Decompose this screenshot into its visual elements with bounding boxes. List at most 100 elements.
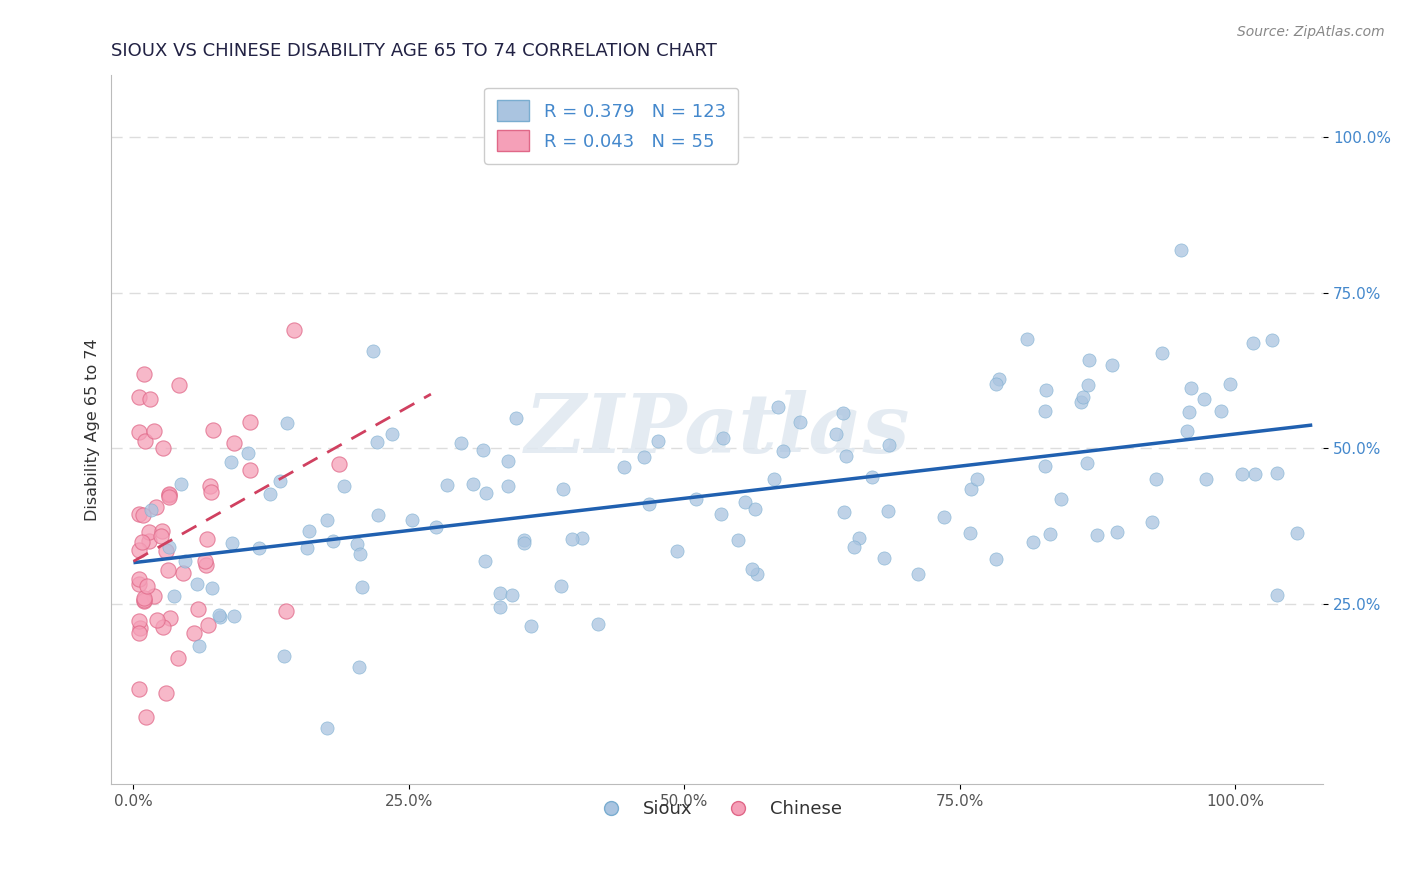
Point <box>1039 527 1062 541</box>
Point <box>1285 525 1308 540</box>
Point <box>276 416 298 430</box>
Point <box>401 513 423 527</box>
Point <box>145 500 167 514</box>
Point <box>157 487 180 501</box>
Point <box>146 614 169 628</box>
Point <box>131 535 153 549</box>
Point <box>183 626 205 640</box>
Point <box>711 431 734 445</box>
Point <box>550 578 572 592</box>
Point <box>239 415 262 429</box>
Point <box>157 488 180 502</box>
Point <box>1070 394 1092 409</box>
Point <box>138 533 160 548</box>
Point <box>474 486 496 500</box>
Point <box>436 477 458 491</box>
Point <box>128 577 150 591</box>
Point <box>986 376 1008 391</box>
Point <box>1105 524 1128 539</box>
Point <box>832 505 855 519</box>
Point <box>489 586 512 600</box>
Point <box>187 601 209 615</box>
Point <box>741 561 763 575</box>
Point <box>789 415 811 429</box>
Point <box>247 541 270 555</box>
Point <box>347 660 370 674</box>
Point <box>877 438 900 452</box>
Point <box>134 593 156 607</box>
Point <box>332 479 354 493</box>
Point <box>259 487 281 501</box>
Point <box>143 425 166 439</box>
Point <box>283 323 305 337</box>
Point <box>367 508 389 522</box>
Point <box>159 611 181 625</box>
Point <box>157 540 180 554</box>
Point <box>221 536 243 550</box>
Point <box>1071 390 1094 404</box>
Point <box>156 563 179 577</box>
Point <box>128 543 150 558</box>
Point <box>873 550 896 565</box>
Point <box>128 572 150 586</box>
Point <box>710 507 733 521</box>
Point <box>135 710 157 724</box>
Point <box>129 621 152 635</box>
Point <box>201 423 224 437</box>
Point <box>239 463 262 477</box>
Point <box>139 392 162 406</box>
Point <box>298 524 321 538</box>
Point <box>224 436 246 450</box>
Point <box>134 434 156 449</box>
Point <box>1152 346 1174 360</box>
Point <box>474 554 496 568</box>
Point <box>1101 358 1123 372</box>
Point <box>132 591 155 605</box>
Point <box>322 534 344 549</box>
Point <box>1265 466 1288 480</box>
Point <box>186 577 208 591</box>
Point <box>366 434 388 449</box>
Point <box>848 531 870 545</box>
Point <box>1170 243 1192 257</box>
Point <box>1142 515 1164 529</box>
Point <box>200 484 222 499</box>
Point <box>193 554 215 568</box>
Point <box>966 472 988 486</box>
Point <box>273 648 295 663</box>
Point <box>425 520 447 534</box>
Point <box>155 543 177 558</box>
Point <box>128 681 150 696</box>
Point <box>187 639 209 653</box>
Point <box>860 469 883 483</box>
Point <box>195 558 218 572</box>
Point <box>561 532 583 546</box>
Point <box>1077 353 1099 368</box>
Point <box>520 619 543 633</box>
Point <box>747 566 769 581</box>
Point <box>170 476 193 491</box>
Point <box>1219 376 1241 391</box>
Point <box>201 581 224 595</box>
Point <box>128 390 150 404</box>
Point <box>734 494 756 508</box>
Point <box>274 604 297 618</box>
Point <box>363 344 385 359</box>
Point <box>984 551 1007 566</box>
Point <box>1195 472 1218 486</box>
Point <box>1035 384 1057 398</box>
Point <box>1175 424 1198 438</box>
Y-axis label: Disability Age 65 to 74: Disability Age 65 to 74 <box>86 338 100 521</box>
Point <box>727 533 749 547</box>
Point <box>772 443 794 458</box>
Point <box>876 504 898 518</box>
Point <box>1241 336 1264 351</box>
Point <box>825 427 848 442</box>
Point <box>297 541 319 555</box>
Point <box>352 580 374 594</box>
Point <box>1209 403 1232 417</box>
Point <box>685 492 707 507</box>
Point <box>488 600 510 615</box>
Point <box>1022 535 1045 549</box>
Point <box>551 482 574 496</box>
